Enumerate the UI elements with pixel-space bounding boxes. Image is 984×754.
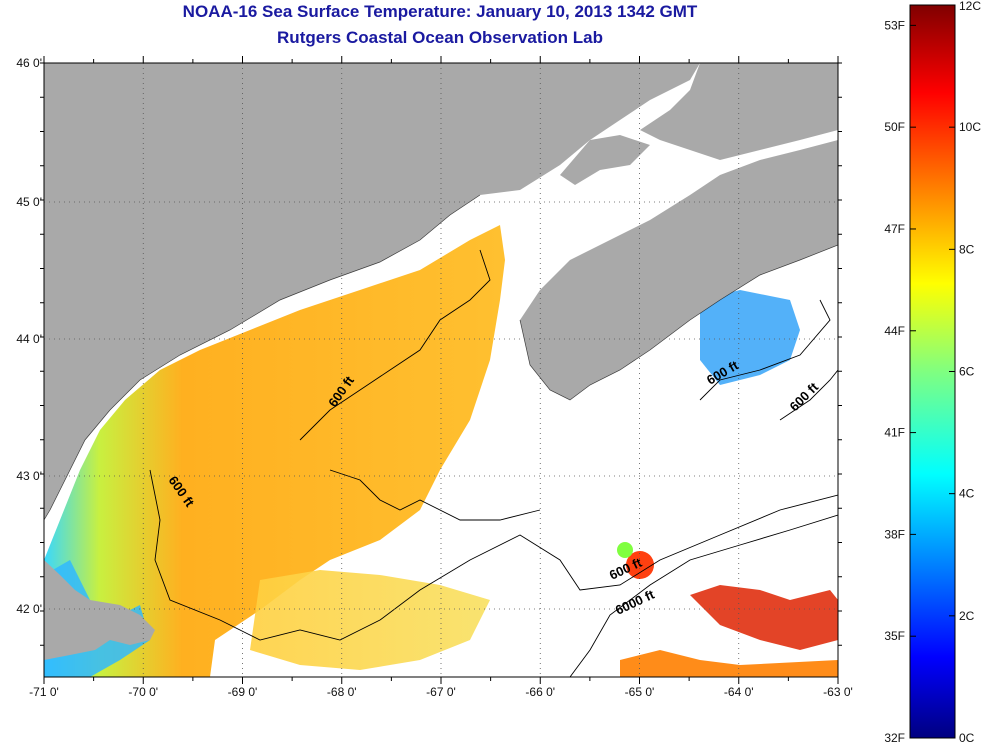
map-title: NOAA-16 Sea Surface Temperature: January… <box>182 2 698 21</box>
colorbar-c-label: 8C <box>959 242 975 256</box>
coastline <box>44 194 838 521</box>
lon-tick-label: -66 0' <box>525 685 555 699</box>
colorbar-f-label: 44F <box>884 324 905 338</box>
bathymetry-contours <box>149 249 838 677</box>
lat-tick-label: 45 0' <box>16 195 42 209</box>
lon-tick-label: -67 0' <box>426 685 456 699</box>
lat-tick-label: 46 0' <box>16 56 42 70</box>
land-new-england <box>44 63 700 520</box>
colorbar-f-label: 53F <box>884 18 905 32</box>
colorbar-f-label: 50F <box>884 120 905 134</box>
sst-field-shelf <box>250 570 490 670</box>
colorbar-f-label: 32F <box>884 731 905 745</box>
warm-eddy <box>626 551 654 579</box>
map-subtitle: Rutgers Coastal Ocean Observation Lab <box>277 28 603 47</box>
lon-tick-label: -64 0' <box>724 685 754 699</box>
colorbar-c-label: 6C <box>959 365 975 379</box>
land-new-brunswick <box>640 63 838 160</box>
lat-tick-label: 42 0' <box>16 602 42 616</box>
cool-spot <box>617 542 633 558</box>
latitude-axis: 46 0' 45 0' 44 0' 43 0' 42 0' <box>16 56 42 616</box>
colorbar-c-label: 0C <box>959 731 975 745</box>
land-cape-cod <box>44 560 155 660</box>
lon-tick-label: -69 0' <box>228 685 258 699</box>
lon-tick-label: -63 0' <box>823 685 853 699</box>
colorbar-c-label: 12C <box>959 0 981 13</box>
lon-tick-label: -65 0' <box>625 685 655 699</box>
colorbar-f-label: 47F <box>884 222 905 236</box>
sst-map: 600 ft 600 ft 600 ft 600 ft 600 ft 6000 … <box>16 56 853 699</box>
lon-tick-label: -68 0' <box>327 685 357 699</box>
land-nova-scotia <box>520 140 838 400</box>
longitude-axis: -71 0' -70 0' -69 0' -68 0' -67 0' -66 0… <box>29 685 853 699</box>
sst-field-gulf-stream <box>690 585 838 650</box>
lat-tick-label: 43 0' <box>16 469 42 483</box>
colorbar-c-label: 10C <box>959 120 981 134</box>
colorbar-f-label: 35F <box>884 629 905 643</box>
axis-ticks <box>40 56 842 684</box>
lon-tick-label: -70 0' <box>128 685 158 699</box>
colorbar-c-label: 2C <box>959 609 975 623</box>
colorbar-gradient <box>909 4 956 739</box>
sst-field-scotian-cold <box>700 290 800 385</box>
colorbar-f-label: 38F <box>884 527 905 541</box>
sst-field-warm-south <box>620 650 838 677</box>
lat-tick-label: 44 0' <box>16 332 42 346</box>
colorbar-f-label: 41F <box>884 426 905 440</box>
lon-tick-label: -71 0' <box>29 685 59 699</box>
colorbar-c-label: 4C <box>959 487 975 501</box>
land-bay-of-fundy-north <box>560 135 650 185</box>
sst-field-gulf-of-maine <box>44 225 505 677</box>
